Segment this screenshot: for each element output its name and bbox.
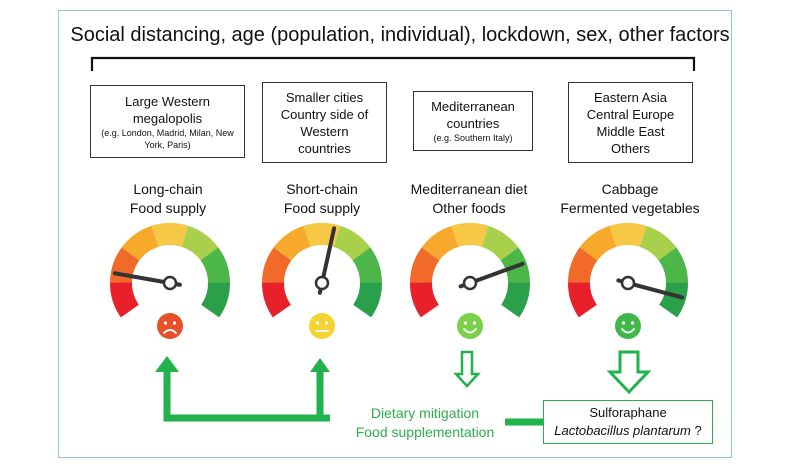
face-eye	[621, 321, 626, 325]
food-label-cabbage: Cabbage Fermented vegetables	[555, 180, 705, 218]
region-note: (e.g. Southern Italy)	[433, 133, 513, 143]
arrowhead-short-chain	[310, 358, 330, 372]
gauge	[110, 223, 230, 339]
face-eye	[324, 321, 329, 325]
mitigation-line: Dietary mitigation	[370, 405, 480, 421]
sad-face-icon	[157, 313, 183, 339]
food-line: Fermented vegetables	[560, 200, 700, 216]
gauge	[410, 223, 530, 339]
face-eye	[472, 321, 477, 325]
gauge-segment	[410, 282, 439, 318]
gauge-segment	[201, 282, 230, 318]
face-mouth	[621, 328, 635, 334]
gauge-segment	[333, 225, 371, 261]
region-note: (e.g. London, Madrid, Milan, New York, P…	[101, 127, 234, 150]
face-eye	[463, 321, 468, 325]
face-eye	[630, 321, 635, 325]
gauge-segment	[262, 282, 291, 318]
face-mouth	[463, 328, 477, 334]
gauge-hub	[620, 275, 636, 291]
arrowhead-long-chain	[155, 356, 179, 372]
region-line: Eastern Asia	[594, 89, 667, 105]
gauge-hub	[162, 275, 178, 291]
food-label-mediterranean: Mediterranean diet Other foods	[394, 180, 544, 218]
region-line: Western	[300, 123, 349, 139]
supplement-box: Sulforaphane Lactobacillus plantarum ?	[543, 400, 713, 444]
gauge	[262, 223, 382, 339]
gauge-segment	[609, 223, 647, 247]
region-line: Smaller cities	[285, 89, 364, 105]
factors-bracket	[90, 56, 696, 71]
gauge-segment	[352, 247, 382, 283]
gauge-segment	[151, 223, 189, 247]
region-line: Large Western	[124, 93, 211, 109]
region-line: Others	[610, 140, 650, 156]
face-mouth	[163, 329, 177, 334]
neutral-face-icon	[309, 313, 335, 339]
face-eye	[172, 321, 177, 325]
gauge-segment	[410, 247, 440, 283]
food-label-short-chain: Short-chain Food supply	[247, 180, 397, 218]
gauge-segment	[353, 282, 382, 318]
hollow-arrow-mediterranean	[453, 350, 481, 388]
gauge-segment	[639, 225, 677, 261]
happy-face-icon	[457, 313, 483, 339]
region-line: megalopolis	[132, 110, 203, 126]
supplement-line2: Lactobacillus plantarum ?	[544, 422, 712, 440]
gauge-hub	[314, 275, 330, 291]
region-line: Mediterranean	[431, 99, 515, 114]
supplement-species: Lactobacillus plantarum	[554, 423, 691, 438]
gauge-segment	[567, 282, 597, 318]
region-line: Country side of	[280, 106, 369, 122]
gauge-segment	[181, 225, 219, 261]
face-eye	[163, 321, 168, 325]
gauge-segment	[501, 282, 530, 318]
region-box-mediterranean: Mediterranean countries (e.g. Southern I…	[413, 91, 533, 151]
supplement-suffix: ?	[690, 423, 702, 438]
food-line: Mediterranean diet	[410, 181, 528, 197]
feedback-arrows	[163, 372, 543, 426]
region-line: Central Europe	[586, 106, 675, 122]
mitigation-line: Food supplementation	[355, 424, 495, 440]
gauge-segment	[421, 225, 459, 261]
face-eye	[315, 321, 320, 325]
food-label-long-chain: Long-chain Food supply	[93, 180, 243, 218]
figure-frame	[58, 10, 732, 458]
region-line: countries	[446, 116, 500, 131]
region-box-smaller-cities: Smaller cities Country side of Western c…	[262, 82, 387, 163]
gauge-segment	[262, 247, 292, 283]
gauge-segment	[121, 225, 159, 261]
gauge-segment	[658, 247, 688, 283]
hollow-arrow-cabbage	[606, 350, 652, 395]
gauge-segment	[110, 282, 139, 318]
gauge-segment	[659, 282, 689, 318]
gauge-segment	[568, 247, 598, 283]
gauge-segment	[481, 225, 519, 261]
supplement-line1: Sulforaphane	[589, 405, 667, 420]
feedback-line	[163, 372, 330, 422]
region-box-eastern-asia: Eastern Asia Central Europe Middle East …	[568, 82, 693, 163]
gauge-segment	[579, 225, 617, 261]
gauge-hub	[462, 275, 478, 291]
gauge-segment	[451, 223, 489, 247]
food-line: Food supply	[283, 200, 361, 216]
food-line: Food supply	[129, 200, 207, 216]
gauge	[567, 223, 689, 339]
food-line: Short-chain	[286, 181, 358, 197]
region-line: Middle East	[596, 123, 665, 139]
gauge-segment	[200, 247, 230, 283]
gauge-segment	[273, 225, 311, 261]
happy-face-icon	[615, 313, 641, 339]
region-box-western-megalopolis: Large Western megalopolis (e.g. London, …	[90, 85, 245, 158]
food-line: Other foods	[432, 200, 506, 216]
mitigation-label: Dietary mitigation Food supplementation	[340, 404, 510, 442]
food-line: Cabbage	[601, 181, 659, 197]
food-line: Long-chain	[133, 181, 203, 197]
region-line: countries	[298, 140, 351, 156]
factors-title: Social distancing, age (population, indi…	[70, 24, 730, 46]
